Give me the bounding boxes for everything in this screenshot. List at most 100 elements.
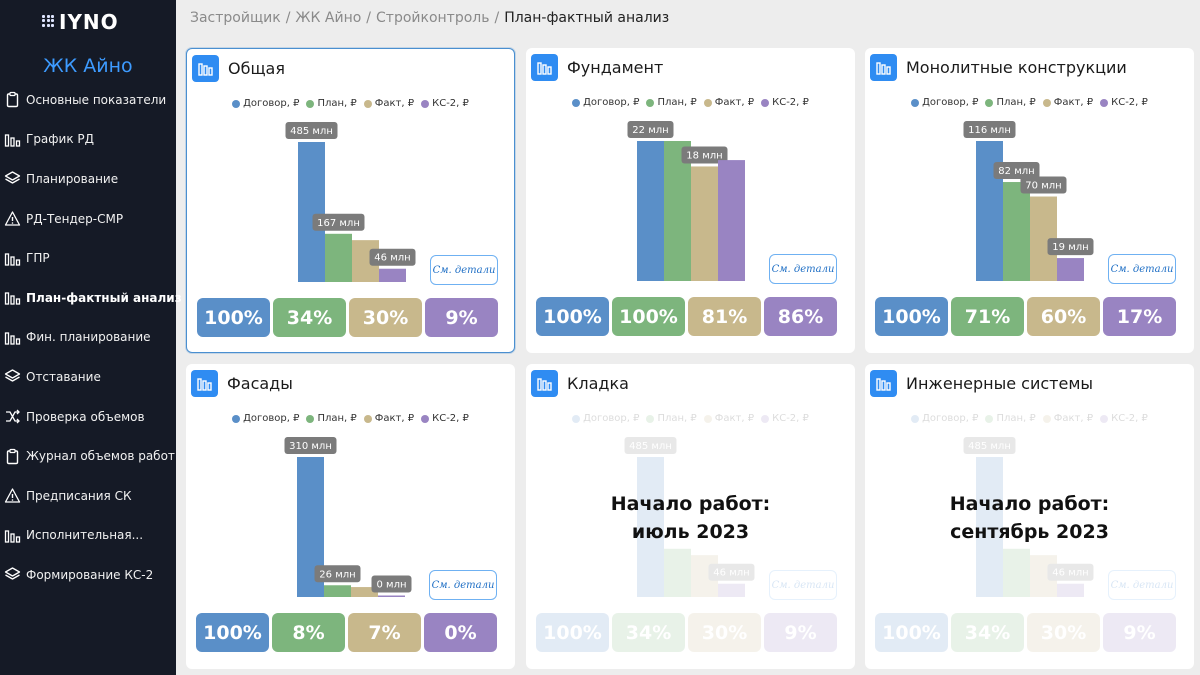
data-label-bg	[963, 437, 1016, 454]
percent-row: 100% 34% 30% 9%	[536, 613, 837, 652]
data-label: 26 млн	[319, 569, 355, 580]
data-label: 82 млн	[998, 166, 1034, 177]
legend-item: План, ₽	[306, 98, 357, 109]
bar-chart-icon	[531, 370, 558, 397]
percent-row: 100% 71% 60% 17%	[875, 297, 1176, 336]
details-button[interactable]: См. детали	[429, 570, 497, 600]
project-title[interactable]: ЖК Айно	[43, 55, 133, 77]
chart-bar[interactable]	[325, 233, 352, 282]
legend-dot	[1042, 414, 1051, 423]
card-header: Общая	[192, 55, 285, 82]
legend-dot	[421, 99, 430, 108]
legend-dot	[572, 414, 581, 423]
percent-badge: 8%	[272, 613, 345, 652]
chart-bar[interactable]	[637, 141, 664, 281]
chart-card[interactable]: Общая Договор, ₽ План, ₽ Факт, ₽ КС-2, ₽ 485 …	[186, 48, 515, 353]
legend-label: Факт, ₽	[374, 98, 415, 109]
data-label-bg	[1047, 238, 1094, 256]
chart-bar[interactable]	[378, 595, 405, 598]
chart-bar[interactable]	[691, 166, 718, 281]
chart-card[interactable]: Фундамент Договор, ₽ План, ₽ Факт, ₽ КС-2, ₽…	[526, 48, 855, 353]
sidebar-item[interactable]: Исполнительная...	[0, 516, 176, 556]
chart-bar[interactable]	[718, 160, 745, 281]
data-label-bg	[993, 162, 1040, 180]
data-label: 19 млн	[1052, 242, 1088, 253]
card-title: Монолитные конструкции	[906, 58, 1127, 77]
chart-bar[interactable]	[1057, 258, 1084, 281]
chart-bar[interactable]	[298, 142, 325, 282]
percent-badge: 7%	[348, 613, 421, 652]
chart-bar[interactable]	[1003, 182, 1030, 281]
sidebar-item[interactable]: График РД	[0, 120, 176, 160]
legend-item: План, ₽	[985, 97, 1036, 108]
chart-legend: Договор, ₽ План, ₽ Факт, ₽ КС-2, ₽	[865, 97, 1194, 108]
data-label-bg	[371, 575, 412, 593]
sidebar-item[interactable]: Проверка объемов	[0, 397, 176, 437]
app-logo[interactable]: IYNO	[42, 10, 119, 34]
percent-badge: 71%	[951, 297, 1024, 336]
percent-row: 100% 34% 30% 9%	[875, 613, 1176, 652]
chart-bar[interactable]	[1057, 583, 1084, 597]
legend-item: План, ₽	[306, 413, 357, 424]
legend-dot	[761, 98, 770, 107]
sidebar-item[interactable]: Предписания СК	[0, 476, 176, 516]
sidebar-item[interactable]: Основные показатели	[0, 80, 176, 120]
data-label-bg	[369, 248, 416, 266]
data-label-bg	[284, 437, 337, 454]
chart-bar[interactable]	[664, 141, 691, 281]
chart-card[interactable]: Монолитные конструкции Договор, ₽ План, ₽ Ф…	[865, 48, 1194, 353]
sidebar-item[interactable]: План-фактный анализ	[0, 278, 182, 318]
chart-card[interactable]: Фасады Договор, ₽ План, ₽ Факт, ₽ КС-2, ₽ 310…	[186, 364, 515, 669]
data-label: 310 млн	[289, 441, 332, 452]
percent-badge: 34%	[273, 298, 346, 337]
chart-card[interactable]: Инженерные системы Договор, ₽ План, ₽ Факт,…	[865, 364, 1194, 669]
sidebar-item[interactable]: ГПР	[0, 238, 176, 278]
start-date-note-line: июль 2023	[631, 521, 750, 543]
legend-item: КС-2, ₽	[421, 413, 469, 424]
card-title: Инженерные системы	[906, 374, 1094, 393]
sidebar-item[interactable]: РД-Тендер-СМР	[0, 199, 176, 239]
sidebar-item[interactable]: Фин. планирование	[0, 318, 176, 358]
data-label: 167 млн	[317, 218, 360, 229]
details-button[interactable]: См. детали	[1108, 254, 1176, 284]
legend-dot	[985, 98, 994, 107]
chart-bar[interactable]	[324, 585, 351, 597]
legend-item: План, ₽	[985, 413, 1036, 424]
chart-bar[interactable]	[351, 587, 378, 597]
details-button[interactable]: См. детали	[430, 255, 498, 285]
bar-chart: 485 млн 46 млн	[963, 437, 1094, 597]
chart-bar[interactable]	[1003, 548, 1030, 597]
bar-chart-icon	[4, 527, 21, 544]
legend-label: План, ₽	[317, 413, 357, 424]
sidebar-nav: Основные показатели График РД Планирование…	[0, 80, 182, 595]
chart-bar[interactable]	[1030, 555, 1057, 597]
details-button[interactable]: См. детали	[1108, 570, 1176, 600]
sidebar-item[interactable]: Отставание	[0, 357, 176, 397]
logo-grid-icon	[42, 14, 54, 30]
breadcrumb-item-construction-control[interactable]: Стройконтроль	[376, 10, 490, 26]
details-button[interactable]: См. детали	[769, 254, 837, 284]
chart-bar[interactable]	[664, 548, 691, 597]
breadcrumb-item-developer[interactable]: Застройщик	[190, 10, 281, 26]
legend-label: Договор, ₽	[243, 413, 300, 424]
faded-chart-area: Договор, ₽ План, ₽ Факт, ₽ КС-2, ₽ 485 млн 46…	[526, 404, 855, 669]
sidebar-item[interactable]: Формирование КС-2	[0, 555, 176, 595]
logo-text: IYNO	[59, 10, 119, 34]
chart-bar[interactable]	[976, 141, 1003, 281]
sidebar-item[interactable]: Журнал объемов работ	[0, 436, 176, 476]
percent-badge: 100%	[197, 298, 270, 337]
chart-bar[interactable]	[637, 457, 664, 597]
data-label-bg	[708, 563, 755, 581]
breadcrumb-separator: /	[366, 10, 372, 26]
chart-bar[interactable]	[976, 457, 1003, 597]
details-button[interactable]: См. детали	[769, 570, 837, 600]
percent-badge: 100%	[612, 297, 685, 336]
chart-bar[interactable]	[718, 583, 745, 597]
chart-bar[interactable]	[379, 268, 406, 282]
legend-label: КС-2, ₽	[432, 98, 469, 109]
sidebar-item[interactable]: Планирование	[0, 159, 176, 199]
breadcrumb-item-project[interactable]: ЖК Айно	[295, 10, 362, 26]
chart-card[interactable]: Кладка Договор, ₽ План, ₽ Факт, ₽ КС-2, ₽ 485…	[526, 364, 855, 669]
chart-bar[interactable]	[691, 555, 718, 597]
percent-badge: 100%	[536, 613, 609, 652]
